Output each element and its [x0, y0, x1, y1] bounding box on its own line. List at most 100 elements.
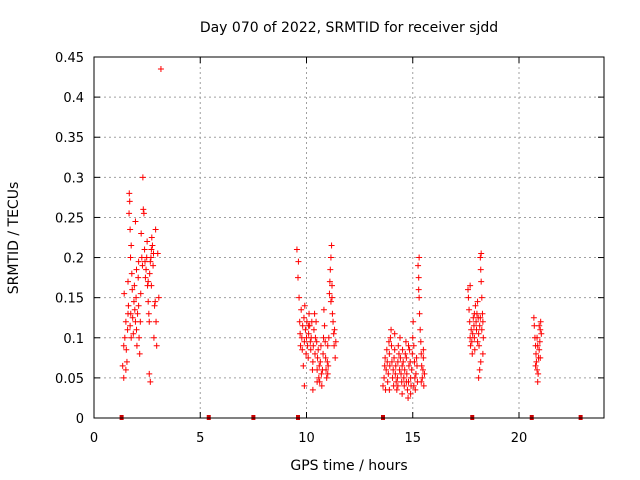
data-point — [312, 334, 319, 341]
data-point — [402, 350, 409, 357]
data-point — [537, 318, 544, 325]
data-point — [534, 366, 541, 373]
data-point — [326, 278, 333, 285]
data-point — [302, 326, 309, 333]
data-point — [327, 266, 334, 273]
data-point — [155, 294, 162, 301]
x-tick-label: 0 — [90, 431, 98, 446]
data-point — [473, 326, 480, 333]
data-point — [331, 326, 338, 333]
data-point — [412, 370, 419, 377]
data-point — [129, 286, 136, 293]
data-point — [475, 330, 482, 337]
data-point — [305, 330, 312, 337]
data-point — [315, 374, 322, 381]
data-point — [140, 206, 147, 213]
data-point — [151, 302, 158, 309]
data-point — [391, 330, 398, 337]
data-point — [300, 362, 307, 369]
data-point — [152, 298, 159, 305]
data-point — [420, 346, 427, 353]
data-point — [472, 302, 479, 309]
data-point — [322, 338, 329, 345]
data-point — [417, 338, 424, 345]
data-point — [465, 294, 472, 301]
data-point — [468, 338, 475, 345]
data-point — [410, 342, 417, 349]
data-point — [394, 374, 401, 381]
data-point — [407, 390, 414, 397]
data-point — [324, 342, 331, 349]
data-point — [466, 318, 473, 325]
data-point — [139, 174, 146, 181]
data-point — [533, 358, 540, 365]
data-point — [132, 218, 139, 225]
data-point — [146, 270, 153, 277]
data-point — [143, 266, 150, 273]
data-point — [402, 338, 409, 345]
data-point — [479, 318, 486, 325]
data-point — [327, 298, 334, 305]
data-point — [135, 258, 142, 265]
data-point — [317, 358, 324, 365]
data-point — [128, 270, 135, 277]
data-point — [304, 342, 311, 349]
data-point — [478, 326, 485, 333]
data-point — [317, 342, 324, 349]
data-point — [296, 318, 303, 325]
data-point — [417, 326, 424, 333]
data-point — [536, 338, 543, 345]
plot-frame — [93, 56, 605, 419]
data-point — [477, 254, 484, 261]
data-point — [295, 274, 301, 281]
data-point — [125, 310, 131, 317]
data-point — [397, 354, 404, 361]
data-point — [297, 330, 304, 337]
data-point — [127, 226, 134, 233]
data-point — [311, 310, 318, 317]
data-point — [536, 322, 543, 329]
data-point — [465, 286, 471, 293]
data-point — [409, 334, 416, 341]
data-point — [301, 338, 308, 345]
data-point — [135, 302, 142, 309]
data-point — [330, 318, 337, 325]
data-point — [396, 366, 403, 373]
y-tick-label: 0.15 — [55, 292, 84, 307]
data-point — [125, 278, 131, 285]
data-point — [309, 386, 316, 393]
data-point — [411, 374, 418, 381]
data-point — [383, 346, 390, 353]
data-point — [420, 382, 427, 389]
data-point — [134, 310, 141, 317]
data-point — [387, 334, 394, 341]
data-point — [408, 366, 415, 373]
data-point — [537, 354, 544, 361]
data-point — [122, 366, 129, 373]
data-point — [419, 366, 426, 373]
data-point — [133, 266, 140, 273]
data-point — [129, 314, 136, 321]
data-point — [146, 370, 153, 377]
data-point — [312, 350, 318, 357]
data-point — [141, 246, 148, 253]
data-point — [137, 290, 144, 297]
data-point — [393, 386, 400, 393]
data-point — [388, 326, 395, 333]
data-point — [530, 314, 537, 321]
data-point — [532, 362, 539, 369]
data-point — [403, 370, 410, 377]
data-point — [477, 266, 484, 273]
data-point — [394, 382, 401, 389]
data-point — [120, 374, 127, 381]
data-point — [391, 354, 398, 361]
data-point — [399, 362, 406, 369]
data-point — [477, 358, 484, 365]
data-point — [410, 318, 417, 325]
data-point — [412, 386, 419, 393]
data-point — [138, 230, 145, 237]
data-point — [329, 310, 336, 317]
data-point — [320, 334, 327, 341]
data-point — [535, 370, 542, 377]
data-point — [381, 374, 388, 381]
